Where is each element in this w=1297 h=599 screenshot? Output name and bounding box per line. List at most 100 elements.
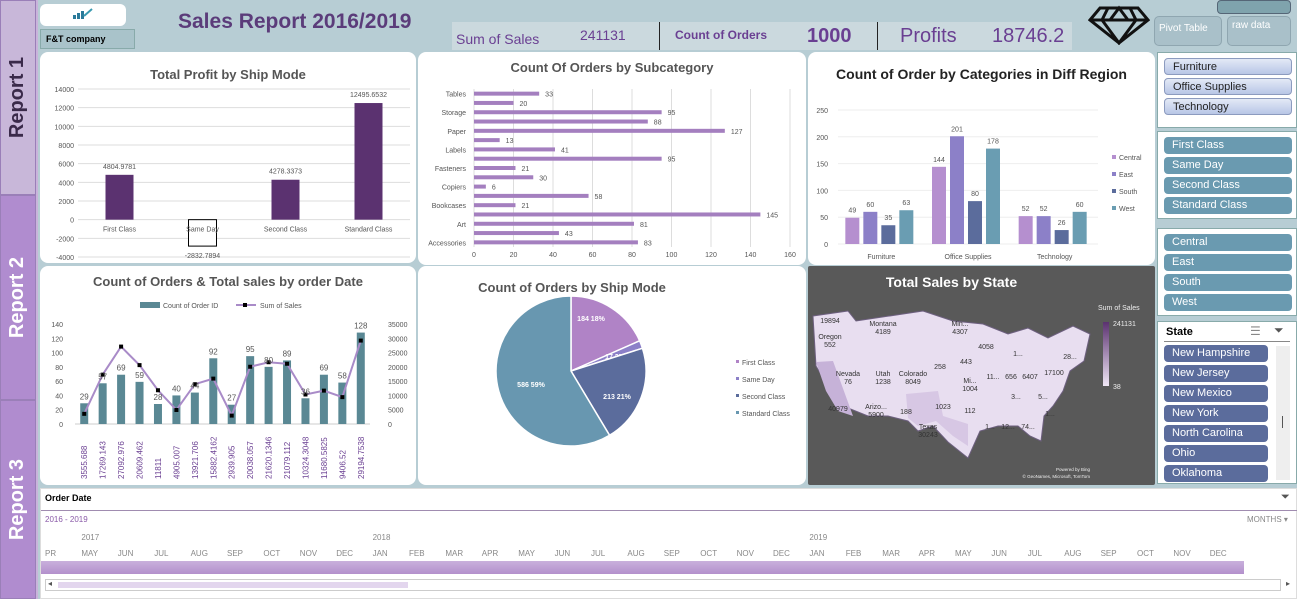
sales-by-state-map[interactable]: Total Sales by State Sum of Sales 241131 3… xyxy=(808,266,1155,485)
month-label[interactable]: JUN xyxy=(117,549,134,558)
month-label[interactable]: NOV xyxy=(299,549,318,558)
slicer-item-east[interactable]: East xyxy=(1164,254,1292,271)
scrollbar[interactable] xyxy=(1276,346,1290,480)
bar xyxy=(264,366,273,424)
orders-by-ship-mode-pie: Count of Orders by Ship Mode 184 18% Firs… xyxy=(418,266,806,485)
month-label[interactable]: JAN xyxy=(372,549,388,558)
multi-select-icon[interactable]: ☰ xyxy=(1250,324,1261,338)
month-label[interactable]: JUN xyxy=(554,549,571,558)
y2-tick-label: 35000 xyxy=(388,322,408,329)
slicer-item-technology[interactable]: Technology xyxy=(1164,98,1292,115)
slicer-item-second-class[interactable]: Second Class xyxy=(1164,177,1292,194)
month-label[interactable]: OCT xyxy=(263,549,281,558)
data-label: 21 xyxy=(521,203,529,210)
state-label: Colorado 8049 xyxy=(898,371,928,386)
pivot-table-button[interactable]: Pivot Table xyxy=(1154,16,1222,46)
line-marker xyxy=(248,364,253,369)
month-label[interactable]: OCT xyxy=(700,549,718,558)
bar xyxy=(474,156,662,161)
month-label[interactable]: MAY xyxy=(955,549,972,558)
legend-marker xyxy=(243,303,247,307)
blank-button[interactable] xyxy=(1217,0,1291,14)
month-label[interactable]: SEP xyxy=(663,549,680,558)
clear-filter-icon[interactable]: ⏷ xyxy=(1281,491,1290,503)
state-item-new-york[interactable]: New York xyxy=(1164,405,1268,422)
data-label: 29 xyxy=(80,392,89,401)
month-label[interactable]: NOV xyxy=(736,549,754,558)
timeline-selection-bar[interactable] xyxy=(41,561,1244,574)
data-label: 128 xyxy=(354,322,368,331)
timeline-scrollbar[interactable]: ◂ ▸ xyxy=(45,579,1290,591)
month-label[interactable]: FEB xyxy=(409,549,425,558)
legend-swatch xyxy=(736,411,739,414)
y-tick-label: 80 xyxy=(55,365,63,372)
data-label: 58 xyxy=(338,372,347,381)
month-label[interactable]: SEP xyxy=(227,549,244,558)
month-label[interactable]: AUG xyxy=(627,549,645,558)
scroll-left-icon[interactable]: ◂ xyxy=(48,579,53,588)
slicer-item-south[interactable]: South xyxy=(1164,274,1292,291)
month-label[interactable]: FEB xyxy=(845,549,862,558)
pie-slice xyxy=(495,295,611,447)
month-label[interactable]: JUN xyxy=(991,549,1007,558)
divider xyxy=(41,510,1297,511)
clear-filter-icon[interactable]: ⏷ xyxy=(1274,323,1284,337)
month-label[interactable]: OCT xyxy=(1137,549,1154,558)
ship-mode-slicer: First Class Same Day Second Class Standard … xyxy=(1157,131,1297,219)
month-label[interactable]: AUG xyxy=(1064,549,1082,558)
bar xyxy=(474,128,725,133)
state-item-oklahoma[interactable]: Oklahoma xyxy=(1164,465,1268,482)
sales-value: 241131 xyxy=(580,27,626,43)
month-label[interactable]: APR xyxy=(918,549,936,558)
y-tick-label: 100 xyxy=(51,351,63,358)
month-label[interactable]: MAR xyxy=(882,549,900,558)
month-label[interactable]: MAY xyxy=(81,549,99,558)
tab-report-2[interactable]: Report 2 xyxy=(0,195,36,400)
state-item-north-carolina[interactable]: North Carolina xyxy=(1164,425,1268,442)
data-label: 12495.6532 xyxy=(350,92,387,99)
time-level-dropdown[interactable]: MONTHS ▾ xyxy=(1247,515,1288,524)
data-label: 20 xyxy=(520,101,528,108)
scrollbar-thumb[interactable] xyxy=(1282,416,1283,428)
slicer-item-standard-class[interactable]: Standard Class xyxy=(1164,197,1292,214)
month-label[interactable]: NOV xyxy=(1173,549,1191,558)
state-label: 11... xyxy=(986,374,1000,381)
month-label[interactable]: JUL xyxy=(591,549,606,558)
month-label[interactable]: DEC xyxy=(336,549,354,558)
state-item-new-hampshire[interactable]: New Hampshire xyxy=(1164,345,1268,362)
legend-swatch xyxy=(1112,155,1116,159)
scroll-right-icon[interactable]: ▸ xyxy=(1286,579,1291,588)
month-label[interactable]: JUL xyxy=(1027,549,1043,558)
slicer-item-same-day[interactable]: Same Day xyxy=(1164,157,1292,174)
y2-tick-label: 0 xyxy=(388,422,392,429)
month-label[interactable]: DEC xyxy=(773,549,790,558)
month-label[interactable]: PR xyxy=(45,549,57,558)
slicer-item-west[interactable]: West xyxy=(1164,294,1292,311)
month-label[interactable]: APR xyxy=(481,549,499,558)
month-label[interactable]: MAR xyxy=(445,549,464,558)
month-label[interactable]: JUL xyxy=(154,549,169,558)
month-label[interactable]: DEC xyxy=(1209,549,1227,558)
legend-label: Sum of Sales xyxy=(260,303,302,310)
month-label[interactable]: MAY xyxy=(518,549,535,558)
tab-report-3[interactable]: Report 3 xyxy=(0,400,36,599)
bar xyxy=(98,383,107,424)
y-tick-label: Fasteners xyxy=(435,166,467,173)
chart-title: Total Sales by State xyxy=(885,274,1018,290)
month-label[interactable]: SEP xyxy=(1100,549,1117,558)
state-item-new-jersey[interactable]: New Jersey xyxy=(1164,365,1268,382)
tab-report-1[interactable]: Report 1 xyxy=(0,0,36,195)
map-credit: Powered by Bing xyxy=(1056,467,1091,472)
state-label: 19894 xyxy=(820,318,840,325)
month-label[interactable]: AUG xyxy=(190,549,208,558)
raw-data-button[interactable]: raw data xyxy=(1227,16,1291,46)
slicer-item-furniture[interactable]: Furniture xyxy=(1164,58,1292,75)
scrollbar-thumb[interactable] xyxy=(58,582,408,588)
state-item-new-mexico[interactable]: New Mexico xyxy=(1164,385,1268,402)
month-label[interactable]: JAN xyxy=(809,549,825,558)
data-label: 30 xyxy=(539,175,547,182)
slicer-item-office-supplies[interactable]: Office Supplies xyxy=(1164,78,1292,95)
state-item-ohio[interactable]: Ohio xyxy=(1164,445,1268,462)
slicer-item-first-class[interactable]: First Class xyxy=(1164,137,1292,154)
slicer-item-central[interactable]: Central xyxy=(1164,234,1292,251)
